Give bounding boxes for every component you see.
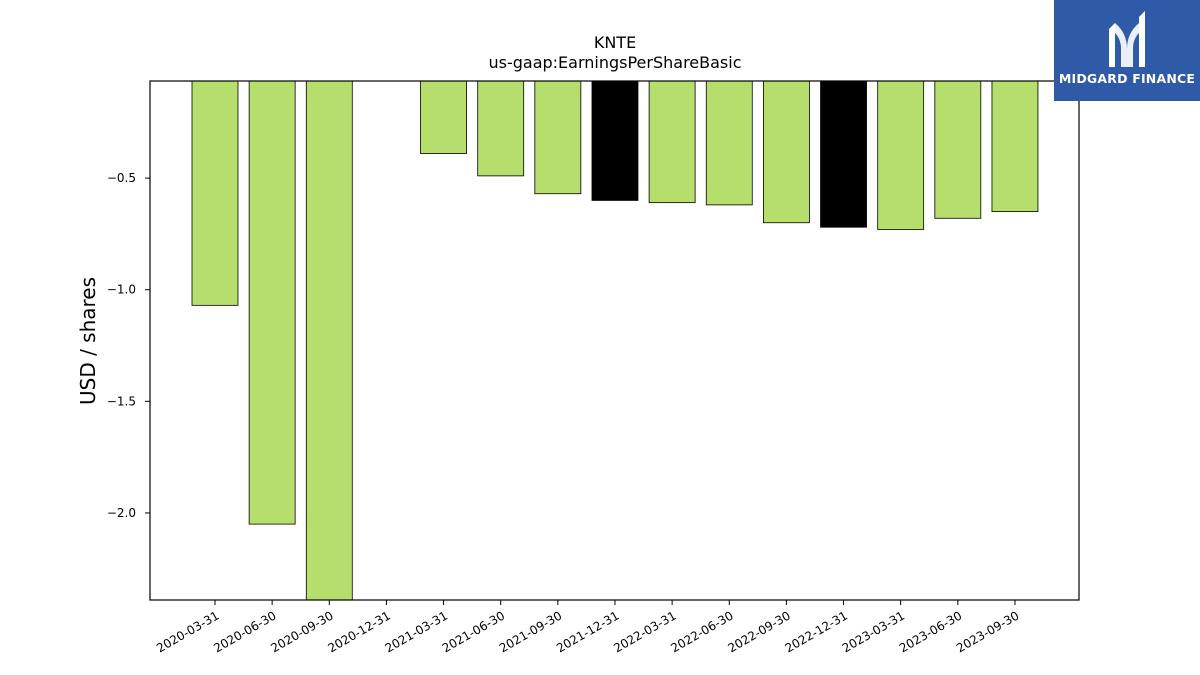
bar-2022-06-30 <box>705 80 753 206</box>
bar-2021-09-30 <box>534 80 582 195</box>
midgard-logo-icon <box>1109 11 1145 67</box>
bar-2022-03-31 <box>648 80 696 204</box>
bars-group <box>191 80 1039 601</box>
y-tick-label: −1.5 <box>107 394 136 408</box>
bar-2022-12-31 <box>820 80 867 228</box>
chart-title: KNTE <box>594 33 636 52</box>
x-tick-label: 2020-09-30 <box>268 608 335 655</box>
y-tick-label: −0.5 <box>107 171 136 185</box>
y-tick-label: −1.0 <box>107 283 136 297</box>
x-tick-label: 2022-12-31 <box>783 608 850 655</box>
x-tick-label: 2023-06-30 <box>897 608 964 655</box>
brand-logo: MIDGARD FINANCE <box>1054 0 1200 101</box>
bar-2020-03-31 <box>191 80 239 306</box>
y-tick-label: −2.0 <box>107 506 136 520</box>
bar-2023-06-30 <box>934 80 982 219</box>
x-tick-label: 2021-06-30 <box>440 608 507 655</box>
y-axis-label: USD / shares <box>76 277 100 405</box>
x-tick-label: 2020-12-31 <box>326 608 393 655</box>
x-tick-label: 2022-06-30 <box>668 608 735 655</box>
bar-2021-06-30 <box>477 80 525 177</box>
y-ticks-group: −0.5 −1.0 −1.5 −2.0 <box>107 171 150 520</box>
bar-2021-03-31 <box>420 80 467 154</box>
chart-subtitle: us-gaap:EarningsPerShareBasic <box>488 53 741 72</box>
x-tick-label: 2021-12-31 <box>554 608 621 655</box>
bar-2022-09-30 <box>763 80 810 224</box>
x-tick-label: 2020-06-30 <box>211 608 278 655</box>
bar-2020-06-30 <box>248 80 296 525</box>
x-tick-label: 2022-09-30 <box>725 608 792 655</box>
bar-2023-09-30 <box>991 80 1039 212</box>
x-ticks-group: 2020-03-312020-06-302020-09-302020-12-31… <box>154 600 1021 655</box>
bar-2020-09-30 <box>305 80 353 601</box>
x-tick-label: 2021-09-30 <box>497 608 564 655</box>
logo-text: MIDGARD FINANCE <box>1058 71 1196 86</box>
x-tick-label: 2023-09-30 <box>954 608 1021 655</box>
bar-2023-03-31 <box>877 80 925 230</box>
x-tick-label: 2023-03-31 <box>840 608 907 655</box>
bar-2021-12-31 <box>591 80 639 201</box>
x-tick-label: 2020-03-31 <box>154 608 221 655</box>
plot-frame <box>149 80 1080 601</box>
x-tick-label: 2021-03-31 <box>383 608 450 655</box>
x-tick-label: 2022-03-31 <box>611 608 678 655</box>
